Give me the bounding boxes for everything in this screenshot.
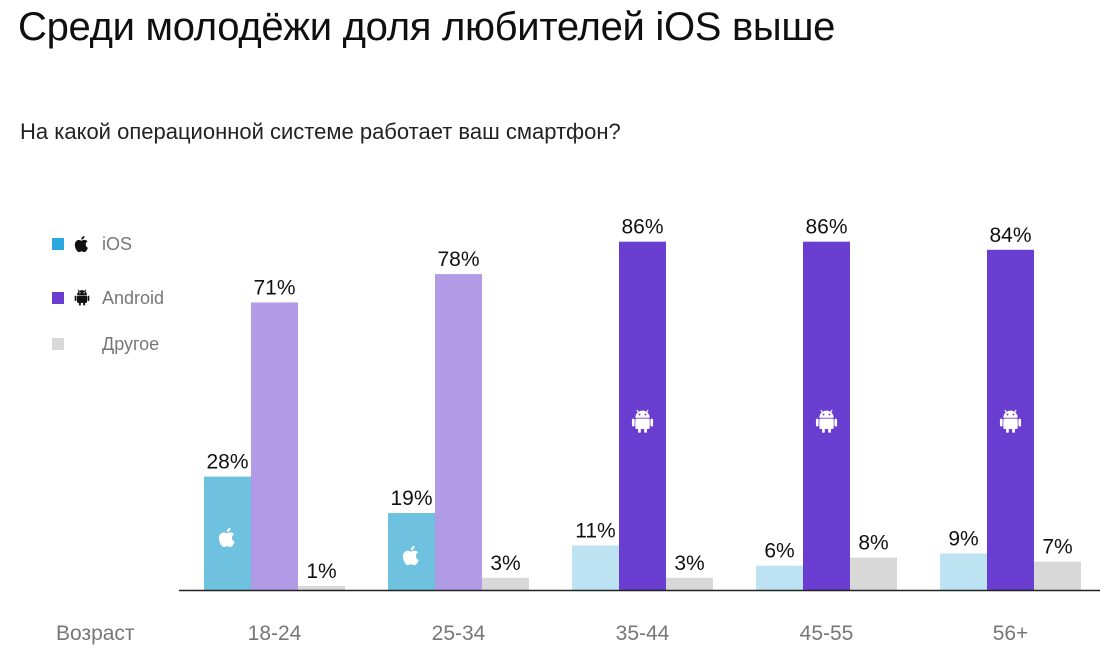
x-tick-label: 18-24 <box>248 622 302 645</box>
data-label-other-45-55: 8% <box>858 532 888 555</box>
apple-icon <box>402 545 419 566</box>
bar-android-25-34 <box>435 274 482 590</box>
legend-item-ios: iOS <box>52 232 132 256</box>
android-icon <box>815 409 838 433</box>
android-icon <box>74 289 90 306</box>
legend-label-other: Другое <box>102 333 160 354</box>
android-icon <box>999 409 1022 433</box>
chart-title: Среди молодёжи доля любителей iOS выше <box>18 5 836 49</box>
x-tick-label: 45-55 <box>800 622 854 645</box>
data-label-ios-45-55: 6% <box>764 540 794 563</box>
data-label-other-18-24: 1% <box>306 560 336 583</box>
legend-label-android: Android <box>102 287 165 308</box>
data-label-android-18-24: 71% <box>253 276 295 299</box>
x-axis-label: Возраст <box>56 622 135 645</box>
android-icon <box>631 409 654 433</box>
data-label-other-35-44: 3% <box>674 552 704 575</box>
legend-item-android: Android <box>52 286 164 310</box>
apple-icon <box>218 527 235 548</box>
bar-other-45-55 <box>850 557 897 590</box>
data-label-other-25-34: 3% <box>490 552 520 575</box>
x-tick-label: 35-44 <box>616 622 670 645</box>
data-label-android-25-34: 78% <box>437 248 479 271</box>
data-label-android-56+: 84% <box>989 224 1031 247</box>
legend-swatch-other <box>52 338 64 350</box>
data-label-ios-18-24: 28% <box>206 451 248 474</box>
apple-icon <box>74 236 88 253</box>
legend-item-other: Другое <box>52 332 159 356</box>
legend-label-ios: iOS <box>102 233 133 254</box>
bar-other-35-44 <box>666 577 713 590</box>
data-label-ios-56+: 9% <box>948 528 978 551</box>
chart-subtitle: На какой операционной системе работает в… <box>20 119 621 144</box>
bar-ios-35-44 <box>572 545 619 590</box>
bar-other-25-34 <box>482 577 529 590</box>
data-label-ios-25-34: 19% <box>390 487 432 510</box>
bar-ios-56+ <box>940 553 987 590</box>
bar-android-18-24 <box>251 302 298 590</box>
x-tick-label: 25-34 <box>432 622 486 645</box>
data-label-ios-35-44: 11% <box>575 519 615 542</box>
data-label-other-56+: 7% <box>1042 536 1072 559</box>
data-label-android-45-55: 86% <box>805 216 847 239</box>
bar-other-56+ <box>1034 561 1081 590</box>
data-label-android-35-44: 86% <box>621 216 663 239</box>
x-tick-label: 56+ <box>993 622 1029 645</box>
bar-ios-45-55 <box>756 565 803 590</box>
legend-swatch-ios <box>52 238 64 250</box>
bar-other-18-24 <box>298 585 345 590</box>
legend-swatch-android <box>52 292 64 304</box>
